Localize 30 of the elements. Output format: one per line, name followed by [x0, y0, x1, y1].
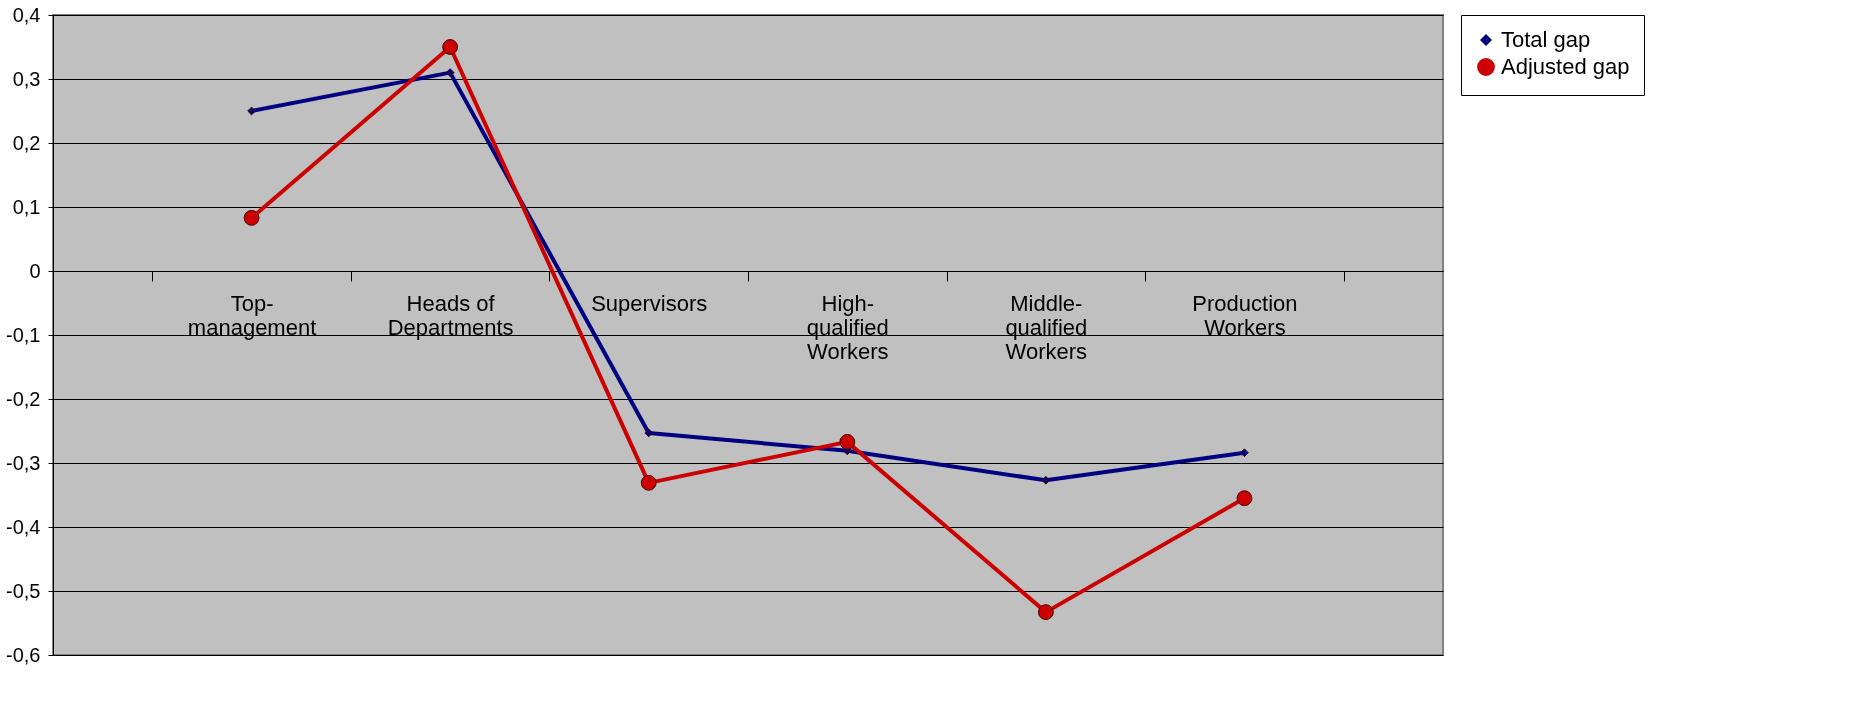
y-tick-label: -0,6 [6, 643, 41, 666]
point [442, 39, 459, 55]
y-tick-label: 0 [29, 259, 41, 282]
y-tick-label: -0,3 [6, 451, 41, 474]
y-tick-label: 0,2 [12, 131, 41, 154]
x-tick-label: Middle-qualified Workers [1005, 290, 1088, 364]
x-tick-label: High-qualified Workers [806, 290, 889, 364]
point [640, 474, 657, 491]
y-tick-label: -0,4 [6, 515, 41, 538]
x-tick-label: Heads of Departments [387, 290, 514, 340]
legend-label: Total gap [1501, 27, 1591, 52]
x-tick-label: Production Workers [1192, 290, 1298, 340]
point [1236, 490, 1253, 507]
y-tick-label: 0,3 [12, 67, 41, 90]
point [247, 106, 256, 116]
legend-label: Adjusted gap [1501, 54, 1630, 79]
y-tick-label: -0,1 [6, 323, 41, 346]
point [1037, 604, 1054, 621]
point [1240, 448, 1249, 458]
point [644, 428, 654, 438]
point [1041, 475, 1051, 485]
y-tick-label: -0,2 [6, 387, 41, 410]
point [839, 433, 856, 450]
x-tick-label: Supervisors [591, 290, 708, 316]
y-tick-label: 0,4 [12, 3, 41, 26]
y-tick-label: -0,5 [6, 579, 41, 602]
x-tick-label: Top-management [187, 290, 317, 340]
point [243, 209, 260, 226]
point [445, 68, 455, 77]
y-tick-label: 0,1 [12, 195, 41, 218]
